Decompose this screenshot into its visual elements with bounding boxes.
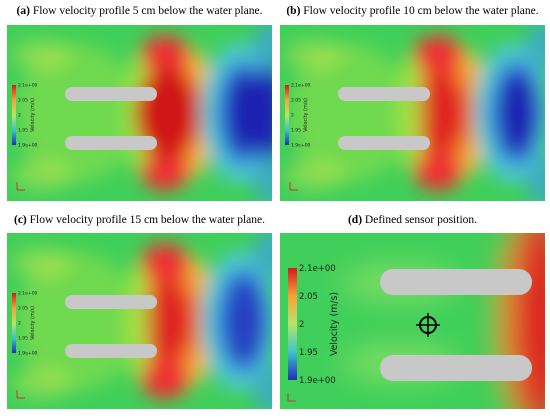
flow-field: 2.1e+00 2.05 2 1.95 1.9e+00 Velocity (m/s) (7, 233, 272, 409)
flow-blob (285, 160, 345, 190)
panel-label: (d) (347, 214, 363, 226)
colorbar-title: Velocity (m/s) (30, 98, 36, 132)
flow-blob (252, 25, 272, 70)
colorbar-tick-label: 1.95 (18, 128, 28, 134)
colorbar-tick-label: 2.1e+00 (299, 264, 336, 274)
colorbar-tick-label: 1.95 (18, 336, 28, 342)
flow-blob (12, 40, 72, 70)
colorbar-tick-label: 2 (18, 321, 21, 327)
flow-blob (413, 151, 463, 191)
flow-blob (252, 156, 272, 201)
flow-blob (227, 281, 263, 361)
sensor-cross (416, 313, 440, 337)
flow-blob (12, 368, 72, 398)
colorbar-tick-label: 1.9e+00 (291, 143, 311, 149)
colorbar (285, 85, 289, 145)
colorbar-tick-label: 1.9e+00 (18, 143, 38, 149)
colorbar-tick-label: 2.05 (299, 292, 318, 302)
hull (65, 344, 157, 358)
blobs (285, 25, 545, 201)
colorbar-tick-label: 2.05 (18, 98, 28, 104)
flow-blob (140, 243, 190, 283)
colorbar-title: Velocity (m/s) (303, 98, 309, 132)
colorbar-tick-label: 2 (291, 113, 294, 119)
axes-icon (16, 390, 25, 399)
flow-blob (525, 156, 545, 201)
colorbar-tick-label: 2 (18, 113, 21, 119)
colorbar-tick-label: 2.1e+00 (291, 83, 311, 89)
flow-blob (227, 73, 263, 153)
caption: (b) Flow velocity profile 10 cm below th… (280, 5, 545, 17)
axes-icon (287, 393, 296, 402)
axes-icon (16, 182, 25, 191)
caption-text: Flow velocity profile 15 cm below the wa… (26, 214, 265, 226)
flow-blob (140, 35, 190, 75)
colorbar-title: Velocity (m/s) (30, 306, 36, 340)
flow-blob (413, 35, 463, 75)
colorbar-tick-label: 2.1e+00 (18, 291, 38, 297)
colorbar-tick-label: 2.1e+00 (18, 83, 38, 89)
blobs (12, 25, 272, 201)
panel-label: (a) (16, 5, 30, 17)
colorbar-title: Velocity (m/s) (329, 292, 340, 356)
flow-blob (12, 160, 72, 190)
flow-blob (285, 40, 345, 70)
flow-blob (512, 233, 545, 409)
hull (380, 355, 532, 381)
flow-blob (525, 25, 545, 70)
flow-blob (252, 364, 272, 409)
caption: (a) Flow velocity profile 5 cm below the… (7, 5, 272, 17)
caption-text: Defined sensor position. (362, 214, 478, 226)
colorbar-tick-label: 1.95 (291, 128, 301, 134)
hull (65, 87, 157, 101)
flow-blob (123, 261, 151, 381)
hull (65, 136, 157, 150)
hull (338, 136, 430, 150)
colorbar-tick-label: 1.9e+00 (299, 376, 336, 386)
colorbar-tick-label: 2 (299, 320, 304, 330)
caption: (d) Defined sensor position. (280, 214, 545, 226)
flow-field: 2.1e+00 2.05 2 1.95 1.9e+00 Velocity (m/s) (7, 25, 272, 201)
flow-blob (140, 359, 190, 399)
axes-icon (289, 182, 298, 191)
hull (380, 269, 532, 295)
colorbar (12, 293, 16, 353)
panel-label: (c) (13, 214, 27, 226)
caption-text: Flow velocity profile 5 cm below the wat… (29, 5, 263, 17)
flow-blob (252, 233, 272, 278)
flow-field: 2.1e+00 2.05 2 1.95 1.9e+00 Velocity (m/s) (280, 233, 545, 409)
flow-field: 2.1e+00 2.05 2 1.95 1.9e+00 Velocity (m/s) (280, 25, 545, 201)
colorbar-tick-label: 1.95 (299, 348, 318, 358)
hull (338, 87, 430, 101)
flow-blob (255, 63, 272, 163)
colorbar (12, 85, 16, 145)
caption-text: Flow velocity profile 10 cm below the wa… (300, 5, 539, 17)
colorbar-tick-label: 2.05 (291, 98, 301, 104)
flow-blob (396, 53, 424, 173)
flow-blob (140, 151, 190, 191)
colorbar (288, 268, 297, 380)
flow-blob (12, 248, 72, 278)
blobs (12, 233, 272, 409)
colorbar-tick-label: 2.05 (18, 306, 28, 312)
colorbar-tick-label: 1.9e+00 (18, 351, 38, 357)
hull (65, 295, 157, 309)
caption: (c) Flow velocity profile 15 cm below th… (7, 214, 272, 226)
panel-label: (b) (286, 5, 301, 17)
flow-blob (500, 73, 536, 153)
